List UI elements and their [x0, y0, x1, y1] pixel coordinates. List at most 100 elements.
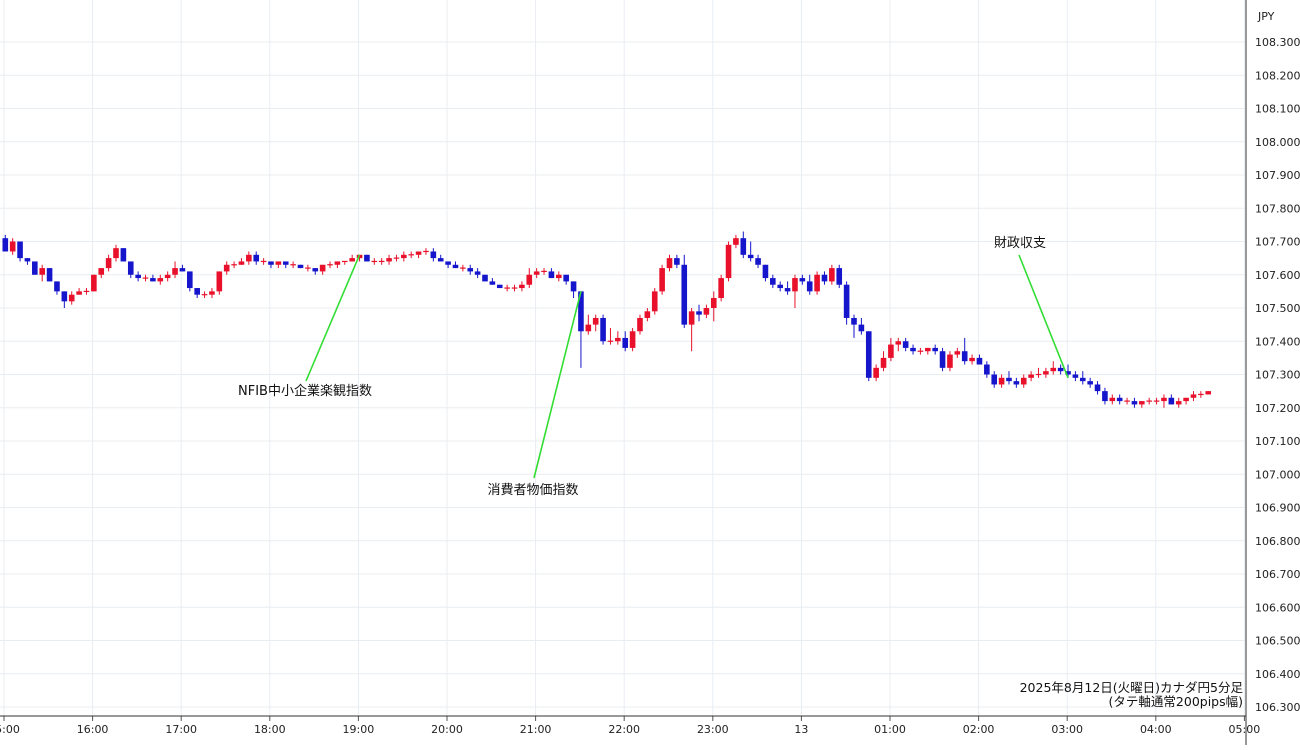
candle-body — [54, 281, 60, 292]
candle-down — [1072, 371, 1079, 382]
candle-up — [341, 260, 348, 265]
x-tick-label: 18:00 — [254, 723, 286, 736]
candle-down — [570, 281, 577, 299]
candle-down — [806, 274, 813, 295]
candle-up — [947, 351, 953, 372]
y-tick-label: 106.900 — [1255, 502, 1300, 515]
annotation-label: 消費者物価指数 — [487, 483, 578, 498]
candle-body — [430, 251, 437, 259]
y-tick-label: 107.300 — [1255, 369, 1300, 382]
candle-down — [784, 281, 791, 295]
candle-body — [644, 311, 651, 318]
y-tick-label: 107.600 — [1255, 269, 1300, 282]
y-tick-label: 107.500 — [1255, 302, 1300, 315]
candle-up — [637, 314, 643, 335]
candle-body — [1043, 371, 1049, 375]
y-tick-label: 106.400 — [1255, 668, 1300, 681]
caption-line-2: (タテ軸通常200pips幅) — [1109, 694, 1243, 709]
candle-down — [312, 268, 319, 275]
candle-down — [1094, 381, 1101, 395]
candle-body — [179, 268, 186, 272]
candle-body — [2, 238, 9, 252]
candle-down — [17, 241, 23, 262]
candle-up — [327, 261, 333, 269]
candle-down — [364, 254, 370, 262]
candle-up — [334, 261, 341, 269]
candle-up — [1020, 374, 1027, 388]
candle-body — [836, 268, 843, 285]
candle-body — [460, 267, 466, 269]
candle-body — [939, 351, 946, 368]
candle-down — [253, 251, 260, 265]
candle-up — [925, 347, 931, 355]
candle-body — [238, 261, 245, 265]
candle-up — [91, 274, 97, 292]
candle-up — [1183, 397, 1189, 405]
grid-layer — [0, 0, 1246, 716]
x-tick-label: 01:00 — [874, 723, 906, 736]
y-tick-label: 106.800 — [1255, 535, 1300, 548]
candle-up — [349, 254, 355, 262]
candle-body — [91, 274, 97, 292]
candle-body — [24, 258, 31, 262]
annotation-pointer — [533, 291, 582, 479]
candle-body — [253, 254, 260, 262]
candle-body — [1190, 394, 1197, 398]
candle-body — [1131, 401, 1138, 405]
candle-body — [526, 274, 533, 285]
candle-body — [622, 337, 629, 348]
x-tick-label: 19:00 — [343, 723, 375, 736]
candle-down — [939, 347, 946, 372]
y-tick-label: 108.300 — [1255, 36, 1300, 49]
candle-down — [548, 268, 555, 279]
annotation-pointer — [305, 254, 361, 382]
candle-body — [998, 377, 1005, 385]
candle-up — [1028, 371, 1034, 382]
candle-down — [858, 317, 865, 335]
candle-body — [777, 284, 783, 289]
candle-body — [290, 264, 296, 266]
candle-down — [910, 344, 916, 355]
candle-body — [76, 291, 82, 295]
candle-body — [910, 347, 916, 352]
candle-up — [651, 288, 658, 315]
candle-body — [718, 278, 724, 299]
candle-body — [9, 241, 16, 252]
candle-body — [489, 281, 496, 285]
y-tick-label: 106.700 — [1255, 568, 1300, 581]
candle-up — [68, 291, 75, 305]
candle-up — [718, 274, 724, 302]
candle-down — [150, 274, 156, 282]
candle-body — [902, 341, 909, 348]
candle-body — [829, 268, 835, 282]
candle-down — [297, 264, 304, 269]
candle-down — [46, 268, 53, 282]
candle-down — [32, 261, 38, 275]
candle-up — [9, 238, 16, 255]
candle-body — [1079, 377, 1086, 382]
candle-body — [216, 271, 223, 292]
candle-body — [231, 264, 237, 266]
candle-up — [1035, 367, 1042, 378]
x-tick-label: 17:00 — [165, 723, 197, 736]
candle-down — [268, 261, 274, 269]
candle-body — [858, 324, 865, 332]
candle-up — [246, 251, 252, 265]
candle-body — [68, 294, 75, 302]
candle-up — [644, 308, 651, 322]
candle-body — [725, 244, 732, 279]
candle-up — [954, 347, 961, 358]
candle-body — [1146, 400, 1152, 402]
y-tick-label: 107.800 — [1255, 202, 1300, 215]
candle-body — [1102, 391, 1108, 402]
candle-body — [1198, 393, 1204, 396]
candle-up — [607, 327, 614, 345]
candle-body — [393, 257, 400, 259]
candle-body — [61, 291, 68, 302]
candle-down — [467, 264, 474, 275]
y-tick-label: 106.300 — [1255, 701, 1300, 714]
candle-up — [1190, 391, 1197, 402]
candle-body — [1109, 397, 1116, 402]
candle-body — [556, 274, 562, 279]
candle-down — [24, 258, 31, 265]
